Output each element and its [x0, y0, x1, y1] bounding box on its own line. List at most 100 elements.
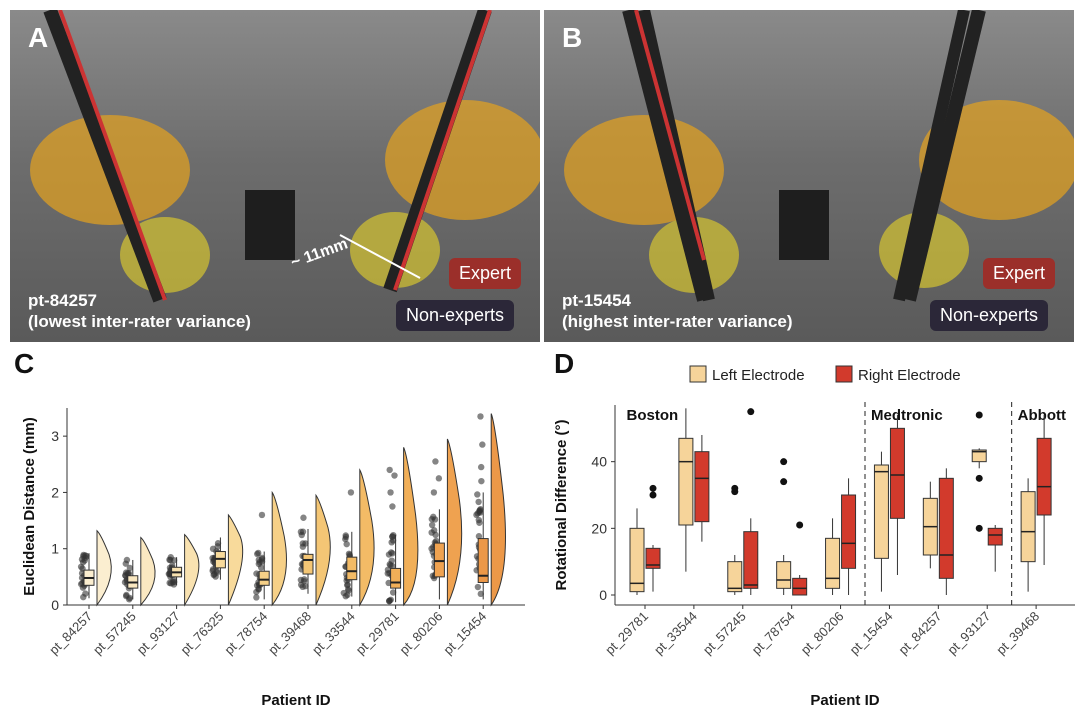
outlier-point	[796, 521, 804, 529]
box	[302, 553, 314, 575]
y-tick-label: 2	[51, 484, 59, 500]
outlier-point	[386, 466, 393, 474]
data-point	[255, 585, 262, 592]
legend-swatch-right	[835, 365, 853, 383]
x-tick-label: pt_76325	[178, 609, 227, 658]
data-point	[428, 529, 435, 536]
panel-b-expert-tag: Expert	[983, 258, 1056, 289]
y-axis-title: Euclidean Distance (mm)	[21, 417, 38, 595]
data-point	[389, 533, 396, 540]
outlier-point	[780, 478, 788, 486]
x-tick-label: pt_33544	[651, 609, 700, 658]
data-point	[167, 556, 174, 564]
box	[1036, 437, 1052, 516]
data-point	[83, 552, 90, 560]
violin	[490, 413, 506, 607]
panel-c-letter: C	[14, 348, 35, 379]
outlier-point	[391, 472, 398, 479]
data-point	[123, 591, 130, 599]
violin	[271, 490, 287, 607]
chart-c: 0 1 2 3 Euclidean Distance (mm) Patient ID pt_…	[21, 408, 525, 709]
data-point	[122, 560, 129, 567]
box	[678, 437, 694, 526]
box	[645, 547, 661, 569]
data-point	[297, 576, 305, 584]
data-point	[389, 562, 396, 570]
y-tick-label: 40	[591, 454, 607, 470]
data-point	[384, 570, 391, 577]
violin	[227, 513, 244, 606]
violin	[140, 536, 156, 607]
outlier-point	[477, 463, 485, 471]
x-tick-label: pt_15454	[440, 609, 489, 658]
box	[477, 538, 489, 583]
violin	[359, 468, 375, 607]
data-point	[388, 539, 395, 546]
group-label: Boston	[627, 407, 679, 424]
data-point	[475, 533, 483, 540]
panel-d-letter: D	[554, 348, 575, 379]
x-tick-label: pt_29781	[353, 609, 402, 658]
x-axis-title: Patient ID	[261, 692, 330, 709]
y-tick-label: 3	[51, 428, 59, 444]
outlier-point	[477, 413, 484, 420]
legend-label-right: Right Electrode	[858, 367, 961, 384]
box	[938, 477, 954, 579]
outlier-point	[258, 511, 266, 519]
data-point	[385, 551, 393, 558]
data-point	[257, 564, 265, 571]
outlier-point	[478, 477, 485, 485]
data-point	[79, 558, 87, 566]
data-point	[166, 579, 173, 587]
violin	[403, 447, 419, 607]
data-point	[126, 564, 134, 572]
x-tick-label: pt_78754	[221, 609, 270, 658]
outlier-point	[430, 489, 438, 496]
group-label: Abbott	[1018, 407, 1066, 424]
data-point	[475, 516, 483, 524]
box	[776, 561, 792, 589]
data-point	[389, 589, 397, 596]
panel-a-note: (lowest inter-rater variance)	[28, 312, 251, 331]
outlier-point	[435, 475, 443, 482]
data-point	[77, 580, 85, 588]
box	[743, 531, 759, 589]
violin	[446, 438, 463, 606]
violin	[315, 493, 331, 606]
outlier-point	[432, 458, 439, 465]
data-point	[475, 498, 482, 506]
y-tick-label: 1	[51, 541, 59, 557]
x-tick-label: pt_80206	[397, 609, 446, 658]
box	[629, 527, 645, 593]
box	[346, 556, 358, 581]
x-tick-label: pt_15454	[847, 609, 896, 658]
box	[727, 561, 743, 593]
outlier-point	[387, 489, 394, 496]
data-point	[477, 590, 484, 598]
panel-a-caption: pt-84257 (lowest inter-rater variance)	[28, 290, 251, 332]
panel-a-nonexpert-tag: Non-experts	[396, 300, 515, 331]
data-point	[299, 540, 307, 547]
outlier-point	[347, 489, 355, 496]
data-point	[297, 528, 305, 536]
outlier-point	[747, 408, 755, 416]
panel-b-note: (highest inter-rater variance)	[562, 312, 793, 331]
data-point	[253, 594, 260, 601]
panel-b-patient: pt-15454	[562, 291, 631, 310]
outlier-point	[975, 524, 983, 532]
outlier-point	[649, 484, 657, 492]
y-tick-label: 0	[599, 587, 607, 603]
chart-d: 0 20 40 Rotational Difference (°) Patient ID…	[553, 365, 1075, 709]
data-point	[342, 532, 349, 539]
x-tick-label: pt_29781	[602, 609, 651, 658]
panel-b-illustration	[564, 10, 1074, 302]
data-point	[258, 556, 266, 563]
group-label: Medtronic	[871, 407, 943, 424]
box	[873, 464, 889, 559]
box	[889, 427, 905, 519]
outlier-point	[731, 484, 739, 492]
x-tick-label: pt_39468	[265, 609, 314, 658]
data-point	[474, 510, 481, 517]
data-point	[125, 570, 133, 577]
data-point	[340, 589, 348, 597]
